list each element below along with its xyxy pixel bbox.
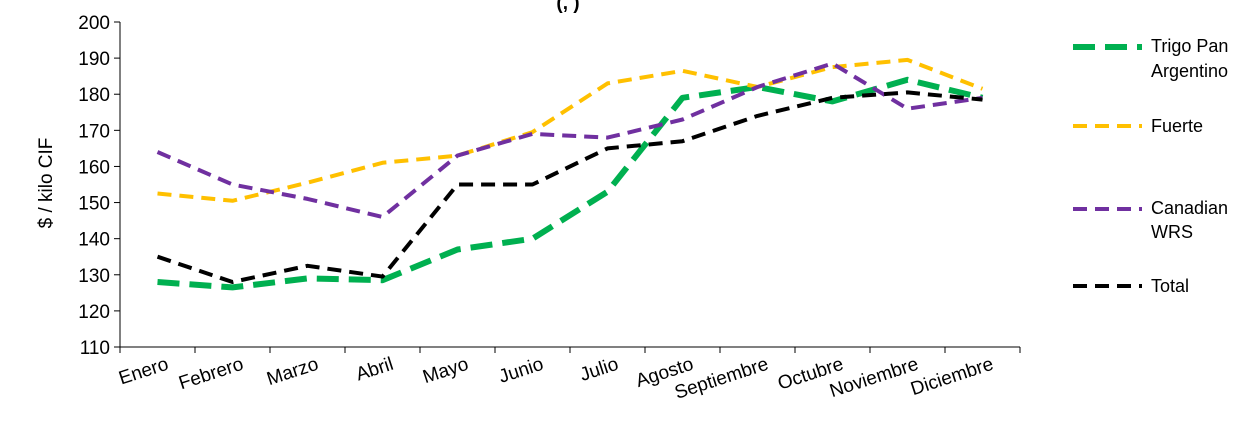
legend-label-3: Total (1151, 276, 1189, 296)
x-tick-label: Abril (353, 354, 396, 386)
series-line-3 (156, 90, 983, 284)
x-tick-label: Junio (496, 354, 546, 388)
y-tick-label: 180 (78, 85, 110, 106)
legend-label-2: Canadian (1151, 198, 1228, 218)
y-tick-label: 200 (78, 13, 110, 34)
x-tick-label: Diciembre (908, 354, 996, 400)
series-line-0 (157, 76, 984, 291)
legend-label-0: Argentino (1151, 61, 1228, 81)
x-tick-label: Febrero (176, 354, 246, 395)
legend-label-0: Trigo Pan (1151, 36, 1228, 56)
x-tick-label: Mayo (420, 354, 471, 388)
y-ticks: 110 120 130 140 150 160 170 180 190 200 (78, 13, 120, 359)
x-ticks: Enero Febrero Marzo Abril Mayo Junio Julio Agos… (116, 347, 1021, 404)
series-line-2 (156, 61, 983, 219)
axes (119, 22, 1020, 348)
x-tick-label: Marzo (264, 354, 321, 390)
legend-label-1: Fuerte (1151, 116, 1203, 136)
legend: Trigo Pan Argentino Fuerte Canadian WRS Total (1073, 36, 1228, 296)
y-axis-title: $ / kilo CIF (36, 138, 57, 229)
y-tick-label: 150 (78, 194, 110, 215)
x-tick-label: Julio (577, 354, 621, 386)
y-tick-label: 140 (78, 230, 110, 251)
y-tick-label: 160 (78, 157, 110, 178)
x-tick-label: Enero (116, 354, 171, 390)
y-tick-label: 110 (80, 338, 110, 359)
chart-title: (, ) (556, 0, 579, 14)
series-layer (156, 57, 984, 291)
legend-label-2: WRS (1151, 222, 1193, 242)
y-tick-label: 120 (78, 302, 110, 323)
series-line-1 (157, 57, 984, 203)
y-tick-label: 190 (78, 49, 110, 70)
y-tick-label: 130 (78, 266, 110, 287)
y-tick-label: 170 (78, 121, 110, 142)
